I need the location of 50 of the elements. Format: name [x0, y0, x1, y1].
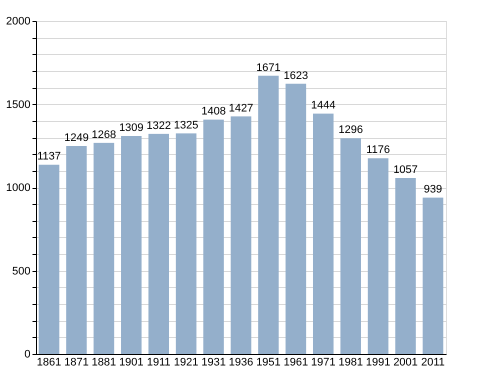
bar [38, 164, 60, 354]
bar [422, 198, 444, 354]
x-tick-label: 1961 [284, 356, 308, 368]
bar [395, 178, 416, 354]
x-tick-label: 1971 [311, 356, 336, 368]
data-label: 1296 [338, 124, 363, 136]
bar [230, 116, 252, 354]
data-label: 1444 [311, 100, 336, 112]
x-tick-label: 1991 [366, 356, 390, 368]
x-tick-label: 1936 [228, 356, 254, 368]
data-label: 1249 [64, 132, 89, 144]
y-tick-label: 500 [12, 265, 30, 278]
data-label: 939 [424, 184, 442, 196]
bar [94, 142, 114, 354]
bar [340, 138, 361, 354]
data-label: 1057 [393, 164, 418, 176]
x-tick-label: 1981 [338, 356, 363, 368]
data-label: 1309 [119, 122, 144, 134]
bar [368, 158, 388, 354]
bar [258, 76, 279, 354]
bar [312, 114, 334, 354]
data-label: 1623 [284, 70, 308, 82]
data-label: 1408 [201, 106, 226, 118]
y-tick-label: 2000 [6, 16, 30, 28]
data-label: 1671 [256, 62, 281, 74]
y-tick-label: 1000 [6, 182, 30, 194]
data-label: 1325 [174, 119, 198, 132]
x-tick-label: 1951 [256, 356, 281, 368]
data-label: 1322 [146, 120, 171, 132]
x-tick-label: 2011 [421, 356, 445, 368]
data-label: 1137 [37, 150, 61, 163]
data-label: 1176 [366, 144, 390, 156]
bar [286, 84, 306, 354]
bar [66, 146, 87, 354]
y-tick-label: 0 [24, 348, 30, 360]
y-tick-label: 1500 [6, 98, 30, 111]
data-label: 1268 [92, 128, 116, 141]
x-tick-label: 1911 [146, 356, 171, 368]
x-tick-label: 1861 [36, 356, 62, 368]
bar [121, 136, 142, 354]
data-label: 1427 [228, 102, 254, 114]
x-tick-label: 1871 [64, 356, 89, 368]
x-tick-label: 1931 [201, 356, 226, 368]
x-tick-label: 2001 [393, 356, 418, 368]
bar [176, 133, 196, 354]
x-tick-label: 1881 [92, 356, 116, 368]
x-tick-label: 1921 [174, 356, 198, 368]
x-tick-label: 1901 [119, 356, 144, 368]
bar [148, 134, 170, 354]
bar [203, 120, 224, 354]
